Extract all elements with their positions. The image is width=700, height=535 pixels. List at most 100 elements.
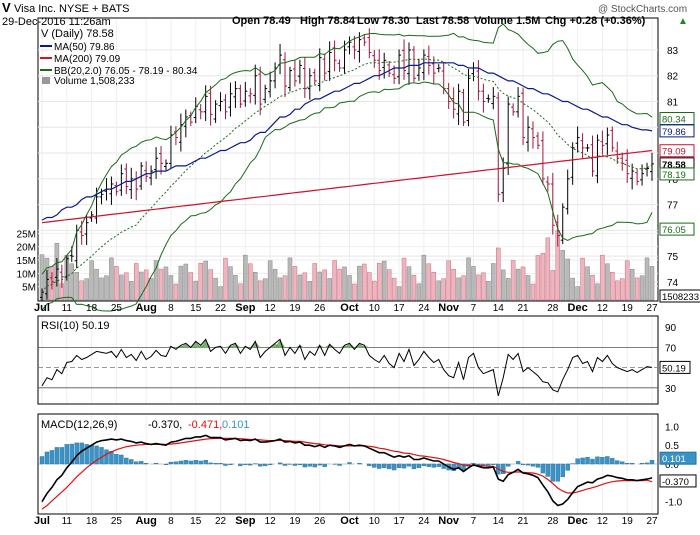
macd-histogram-bar <box>134 462 138 464</box>
volume-bar <box>263 279 267 300</box>
macd-histogram-bar <box>402 464 406 468</box>
volume-bar <box>268 261 272 300</box>
rsi-panel <box>38 339 658 396</box>
volume-bar <box>397 287 401 300</box>
macd-histogram-bar <box>417 464 421 468</box>
volume-bar <box>382 261 386 300</box>
macd-histogram-bar <box>536 464 540 467</box>
macd-histogram-bar <box>541 464 545 473</box>
macd-histogram-bar <box>600 457 604 464</box>
x-axis-label: 12 <box>265 516 277 527</box>
volume-bar <box>209 270 213 300</box>
price-axis-tick: 83 <box>667 46 679 57</box>
macd-legend-macd: -0.370, <box>148 419 182 431</box>
macd-histogram-bar <box>323 464 327 467</box>
volume-bar <box>134 263 138 300</box>
macd-histogram-bar <box>164 464 168 465</box>
x-axis-label: 27 <box>646 516 658 527</box>
volume-bar <box>541 253 545 300</box>
volume-bar <box>442 279 446 300</box>
volume-bar <box>546 238 550 300</box>
company-name: Visa Inc. NYSE + BATS <box>14 3 129 15</box>
volume-bar <box>129 281 133 300</box>
x-axis-label: 21 <box>517 303 529 314</box>
volume-bar <box>238 284 242 300</box>
rsi-value-tag-text: 50.19 <box>662 363 686 374</box>
macd-histogram-bar <box>298 464 302 465</box>
macd-legend-hist: 0.101 <box>222 419 250 431</box>
price-panel-frame <box>38 18 658 301</box>
volume-bar <box>243 255 247 300</box>
macd-histogram-bar <box>387 464 391 469</box>
macd-histogram-bar <box>586 457 590 464</box>
macd-histogram-bar <box>258 464 262 466</box>
volume-bar <box>372 281 376 300</box>
macd-histogram-bar <box>392 464 396 470</box>
macd-histogram-bar <box>40 456 44 464</box>
x-axis-label: 19 <box>289 303 301 314</box>
volume-bar <box>347 275 351 300</box>
x-axis-label: 11 <box>62 516 73 527</box>
x-axis-label: 12 <box>597 303 609 314</box>
x-axis-label: 10 <box>369 516 381 527</box>
macd-histogram-bar <box>506 464 510 466</box>
macd-histogram-bar <box>625 463 629 464</box>
volume-bar <box>387 270 391 300</box>
volume-bar <box>194 281 198 300</box>
x-axis-label: Dec <box>568 302 588 314</box>
volume-bar <box>625 261 629 300</box>
volume-bar <box>496 248 500 300</box>
macd-histogram-bar <box>223 464 227 466</box>
volume-bar <box>452 269 456 300</box>
macd-legend-prefix: MACD(12,26,9) <box>41 419 117 431</box>
macd-histogram-bar <box>491 464 495 465</box>
volume-bar <box>600 255 604 300</box>
x-axis-label: 18 <box>86 303 98 314</box>
macd-histogram-bar <box>605 456 609 464</box>
x-axis-label: 28 <box>547 303 559 314</box>
macd-histogram-bar <box>50 450 54 464</box>
macd-histogram-bar <box>437 464 441 467</box>
x-axis-label: 28 <box>547 516 559 527</box>
volume-bar <box>199 263 203 300</box>
x-axis-label: 26 <box>314 516 326 527</box>
volume-bar <box>605 264 609 300</box>
macd-histogram-bar <box>551 464 555 481</box>
x-axis-label: 17 <box>394 303 406 314</box>
volume-bar <box>595 284 599 300</box>
x-axis-label: 8 <box>168 516 174 527</box>
volume-bar <box>298 275 302 300</box>
macd-histogram-bar <box>204 460 208 464</box>
macd-histogram-bar <box>209 463 213 464</box>
volume-bar <box>412 275 416 300</box>
macd-histogram-bar <box>650 460 654 464</box>
volume-bar <box>645 258 649 300</box>
macd-histogram-bar <box>561 464 565 477</box>
x-axis-label: 25 <box>111 303 123 314</box>
macd-histogram-bar <box>372 464 376 467</box>
macd-value-tag-text: 0.101 <box>662 454 686 465</box>
axis-value-tag-text: 76.05 <box>662 225 686 236</box>
macd-histogram-bar <box>521 464 525 465</box>
volume-bar <box>610 272 614 300</box>
volume-bar <box>417 284 421 300</box>
macd-histogram-bar <box>427 464 431 467</box>
macd-histogram-bar <box>576 459 580 464</box>
macd-histogram-bar <box>238 464 242 466</box>
macd-histogram-bar <box>615 461 619 464</box>
volume-bar <box>114 266 118 300</box>
volume-axis-tick: 10M <box>17 269 36 280</box>
x-axis-label: Jul <box>34 515 50 527</box>
x-axis-label: 11 <box>62 303 73 314</box>
macd-histogram-bar <box>169 462 173 464</box>
volume-bar <box>278 278 282 300</box>
volume-bar <box>566 259 570 300</box>
macd-axis-tick: 1.0 <box>665 422 679 433</box>
macd-histogram-bar <box>104 450 108 464</box>
x-axis-label: 19 <box>622 303 634 314</box>
macd-histogram-bar <box>45 452 49 464</box>
volume-bar <box>174 284 178 300</box>
volume-bar <box>476 275 480 300</box>
timestamp: 29-Dec-2016 11:26am <box>2 16 111 28</box>
